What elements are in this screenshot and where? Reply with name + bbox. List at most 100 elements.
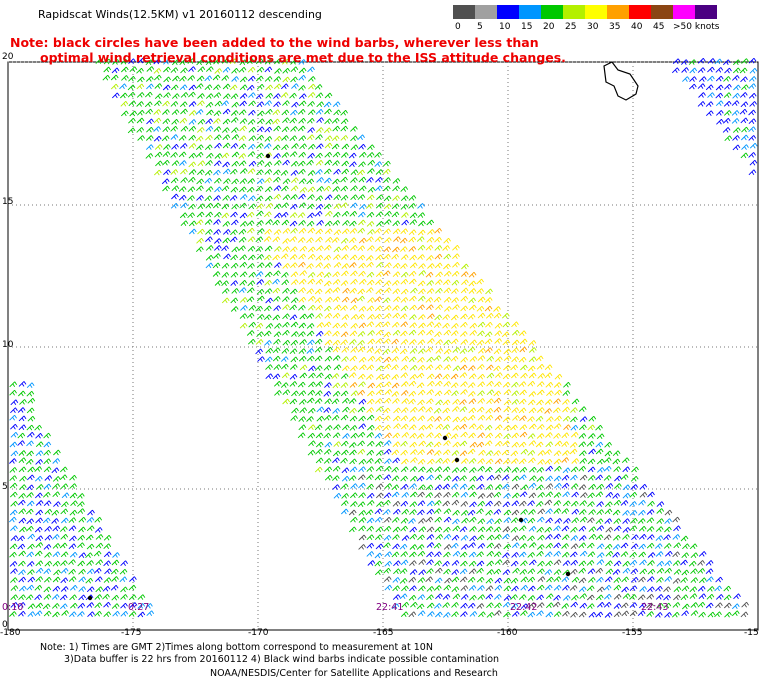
wind-barb (366, 347, 375, 353)
wind-barb (340, 305, 348, 311)
wind-barb (383, 363, 392, 370)
wind-barb (324, 312, 333, 319)
wind-barb (434, 331, 442, 338)
wind-barb (59, 474, 68, 481)
wind-barb (672, 516, 680, 523)
wind-barb (103, 66, 112, 73)
wind-barb (552, 407, 561, 414)
wind-barb (179, 75, 187, 82)
wind-barb (281, 109, 290, 116)
wind-barb (451, 270, 460, 277)
wind-barb (408, 195, 417, 201)
wind-barb (145, 108, 153, 115)
wind-barb (119, 92, 128, 99)
wind-barb (374, 185, 383, 192)
wind-barb (561, 603, 570, 609)
wind-barb (256, 295, 265, 302)
wind-barb (323, 390, 332, 397)
contamination-marker (518, 517, 524, 523)
wind-barb (689, 593, 698, 599)
wind-barb (298, 278, 307, 285)
wind-barb (740, 611, 749, 618)
wind-barb (493, 397, 502, 404)
wind-barb (358, 381, 366, 388)
colorbar-label: 35 (609, 22, 621, 32)
wind-barb (59, 603, 68, 610)
wind-barb (333, 441, 342, 447)
wind-barb (323, 168, 332, 175)
wind-barb (690, 568, 698, 575)
wind-barb (477, 321, 486, 328)
wind-barb (452, 347, 461, 353)
wind-barb (459, 399, 467, 405)
wind-barb (246, 58, 255, 65)
wind-barb (707, 58, 716, 64)
wind-barb (706, 576, 714, 583)
wind-barb (171, 109, 180, 115)
wind-barb (476, 534, 485, 541)
wind-barb (333, 109, 341, 116)
wind-barb (647, 500, 655, 507)
wind-barb (188, 228, 197, 235)
wind-barb (501, 449, 510, 456)
wind-barb (596, 458, 605, 465)
wind-barb (724, 135, 733, 142)
wind-barb (417, 357, 425, 363)
wind-barb (256, 254, 265, 260)
wind-barb (120, 58, 129, 65)
wind-barb (256, 83, 265, 90)
wind-barb (86, 543, 95, 550)
wind-barb (341, 160, 350, 167)
colorbar-swatch (695, 5, 717, 19)
wind-barb (613, 560, 622, 567)
wind-barb (26, 525, 34, 532)
lon-label: -160 (497, 628, 518, 638)
wind-barb (128, 100, 137, 107)
wind-barb (281, 279, 290, 286)
wind-barb (35, 459, 43, 465)
wind-barb (612, 450, 621, 457)
wind-barb (460, 491, 469, 498)
wind-barb (545, 381, 554, 388)
wind-barb (110, 568, 119, 575)
wind-barb (324, 135, 333, 142)
wind-barb (246, 287, 255, 294)
wind-barb (382, 415, 391, 422)
wind-barb (426, 398, 434, 405)
wind-barb (401, 585, 409, 592)
wind-barb (485, 432, 494, 439)
wind-barb (306, 263, 314, 269)
wind-barb (401, 355, 410, 362)
wind-barb (68, 517, 77, 523)
wind-barb (476, 278, 484, 285)
wind-barb (418, 526, 427, 533)
wind-barb (520, 610, 528, 616)
wind-barb (731, 118, 740, 124)
wind-barb (282, 228, 291, 234)
wind-barb (349, 458, 357, 465)
wind-barb (621, 610, 630, 617)
wind-barb (639, 483, 648, 490)
wind-barb (366, 483, 374, 490)
wind-barb (289, 117, 298, 124)
wind-barb (26, 382, 35, 389)
wind-barb (681, 585, 690, 592)
wind-barb (383, 448, 392, 455)
wind-barb (52, 525, 61, 532)
wind-barb (256, 228, 265, 234)
wind-barb (622, 492, 631, 499)
wind-barb (512, 567, 520, 574)
wind-barb (451, 450, 460, 456)
wind-barb (77, 534, 86, 541)
wind-barb (512, 415, 520, 421)
wind-barb (477, 347, 486, 354)
colorbar-swatch (519, 5, 541, 19)
wind-barb (527, 576, 536, 583)
wind-barb (698, 593, 707, 600)
wind-barb (663, 543, 672, 549)
wind-barb (297, 125, 306, 132)
wind-barb (401, 212, 409, 218)
wind-barb (85, 577, 94, 584)
wind-barb (391, 253, 399, 260)
wind-barb (493, 500, 502, 507)
